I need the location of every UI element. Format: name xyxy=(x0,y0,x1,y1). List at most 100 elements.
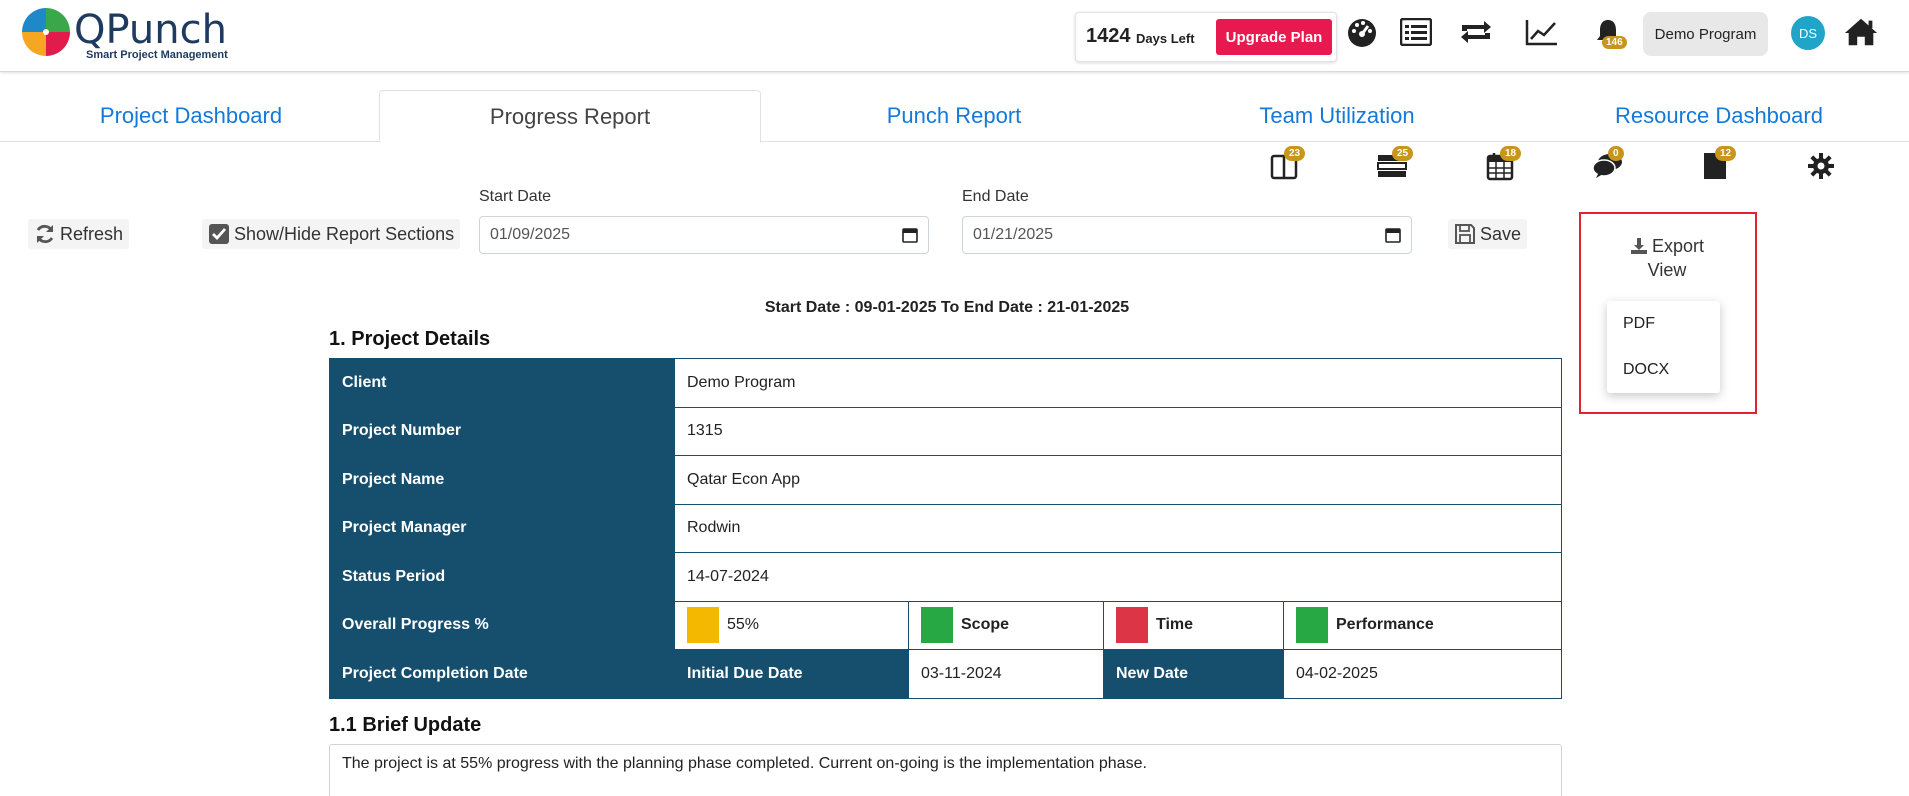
brand-logo[interactable]: QPunch Smart Project Management xyxy=(20,6,260,64)
tasks-icon[interactable]: 25 xyxy=(1374,146,1414,184)
calendar-icon[interactable]: 18 xyxy=(1482,146,1522,184)
calendar-badge: 18 xyxy=(1500,146,1522,161)
logo-mark-icon xyxy=(22,8,70,56)
download-icon xyxy=(1630,238,1647,254)
table-row: Status Period 14-07-2024 xyxy=(329,552,1562,602)
scope-label: Scope xyxy=(961,616,1010,634)
tab-progress-report[interactable]: Progress Report xyxy=(379,90,761,143)
row-key: Project Manager xyxy=(329,503,675,553)
file-icon[interactable]: 12 xyxy=(1697,146,1737,184)
row-value: 1315 xyxy=(674,406,1562,456)
chart-line-icon[interactable] xyxy=(1524,14,1560,50)
project-details-table: Client Demo Program Project Number 1315 … xyxy=(329,358,1562,699)
upgrade-plan-button[interactable]: Upgrade Plan xyxy=(1216,19,1332,55)
table-row: Project Number 1315 xyxy=(329,406,1562,456)
performance-label: Performance xyxy=(1336,616,1434,634)
checkbox-checked-icon xyxy=(209,224,229,244)
start-date-input[interactable]: 01/09/2025 xyxy=(479,216,929,254)
row-key: Status Period xyxy=(329,552,675,602)
new-date-label: New Date xyxy=(1103,649,1284,699)
save-button[interactable]: Save xyxy=(1448,219,1528,249)
tasks-badge: 25 xyxy=(1392,146,1414,161)
refresh-label: Refresh xyxy=(60,223,124,244)
row-value: Qatar Econ App xyxy=(674,455,1562,505)
tab-project-dashboard[interactable]: Project Dashboard xyxy=(99,103,283,128)
export-view-button[interactable]: Export View xyxy=(1607,224,1727,292)
end-date-input[interactable]: 01/21/2025 xyxy=(962,216,1412,254)
initial-due-date-label: Initial Due Date xyxy=(674,649,909,699)
row-key: Project Number xyxy=(329,406,675,456)
brand-name: QPunch xyxy=(74,7,227,53)
comments-badge: 0 xyxy=(1608,146,1624,161)
section-project-details-title: 1. Project Details xyxy=(329,328,491,350)
scope-color-chip xyxy=(921,607,953,644)
save-icon xyxy=(1455,224,1475,244)
notification-count-badge: 146 xyxy=(1602,36,1627,49)
row-value: Rodwin xyxy=(674,503,1562,553)
progress-color-chip xyxy=(687,607,719,644)
export-option-docx[interactable]: DOCX xyxy=(1623,361,1670,378)
save-label: Save xyxy=(1480,223,1522,244)
gear-icon[interactable] xyxy=(1803,148,1839,184)
show-hide-sections-label: Show/Hide Report Sections xyxy=(234,223,455,244)
list-icon[interactable] xyxy=(1398,14,1434,50)
tab-punch-report[interactable]: Punch Report xyxy=(886,103,1022,128)
report-date-range: Start Date : 09-01-2025 To End Date : 21… xyxy=(764,299,1130,316)
performance-status-cell: Performance xyxy=(1283,600,1562,650)
time-label: Time xyxy=(1156,616,1194,634)
table-row-completion-date: Project Completion Date Initial Due Date… xyxy=(329,649,1562,699)
user-avatar[interactable]: DS xyxy=(1791,16,1825,50)
dashboard-gauge-icon[interactable] xyxy=(1344,14,1380,50)
table-row: Client Demo Program xyxy=(329,358,1562,408)
home-icon[interactable] xyxy=(1843,14,1879,50)
calendar-picker-icon[interactable] xyxy=(902,227,918,243)
tab-resource-dashboard[interactable]: Resource Dashboard xyxy=(1615,103,1823,128)
export-option-pdf[interactable]: PDF xyxy=(1623,315,1655,332)
end-date-label: End Date xyxy=(962,188,1029,205)
calendar-picker-icon[interactable] xyxy=(1385,227,1401,243)
overall-progress-cell: 55% xyxy=(674,600,909,650)
performance-color-chip xyxy=(1296,607,1328,644)
export-label-line1: Export xyxy=(1651,236,1705,256)
export-label-line2: View xyxy=(1647,260,1687,280)
table-row: Project Name Qatar Econ App xyxy=(329,455,1562,505)
report-tabs: Project Dashboard Progress Report Punch … xyxy=(0,90,1909,143)
completion-date-key: Project Completion Date xyxy=(329,649,675,699)
export-dropdown-menu: PDF DOCX xyxy=(1607,301,1720,393)
top-header: QPunch Smart Project Management 1424 Day… xyxy=(0,0,1909,72)
comments-icon[interactable]: 0 xyxy=(1590,146,1626,184)
row-value: 14-07-2024 xyxy=(674,552,1562,602)
sync-icon[interactable] xyxy=(1458,14,1494,50)
program-selector-button[interactable]: Demo Program xyxy=(1643,12,1768,56)
show-hide-sections-button[interactable]: Show/Hide Report Sections xyxy=(202,219,461,249)
refresh-button[interactable]: Refresh xyxy=(28,219,130,249)
start-date-value: 01/09/2025 xyxy=(490,226,571,243)
columns-icon[interactable]: 23 xyxy=(1266,146,1306,184)
time-status-cell: Time xyxy=(1103,600,1284,650)
initial-due-date-value: 03-11-2024 xyxy=(908,649,1104,699)
overall-progress-key: Overall Progress % xyxy=(329,600,675,650)
scope-status-cell: Scope xyxy=(908,600,1104,650)
days-left-number: 1424 xyxy=(1086,25,1131,47)
file-badge: 12 xyxy=(1715,146,1737,161)
overall-progress-value: 55% xyxy=(727,616,760,634)
section-brief-update-title: 1.1 Brief Update xyxy=(329,714,482,736)
new-date-value: 04-02-2025 xyxy=(1283,649,1562,699)
table-row-overall-progress: Overall Progress % 55% Scope Time Perfor… xyxy=(329,600,1562,650)
row-key: Project Name xyxy=(329,455,675,505)
brand-tagline: Smart Project Management xyxy=(86,49,228,61)
subscription-box: 1424 Days Left Upgrade Plan xyxy=(1075,12,1337,62)
table-row: Project Manager Rodwin xyxy=(329,503,1562,553)
time-color-chip xyxy=(1116,607,1148,644)
start-date-label: Start Date xyxy=(479,188,552,205)
refresh-icon xyxy=(36,224,54,244)
columns-badge: 23 xyxy=(1284,146,1306,161)
row-key: Client xyxy=(329,358,675,408)
export-highlight-frame xyxy=(1579,212,1757,414)
days-left-label: Days Left xyxy=(1136,31,1195,46)
row-value: Demo Program xyxy=(674,358,1562,408)
bell-icon[interactable]: 146 xyxy=(1590,14,1627,50)
tab-team-utilization[interactable]: Team Utilization xyxy=(1259,103,1415,128)
brief-update-text[interactable]: The project is at 55% progress with the … xyxy=(329,744,1562,796)
end-date-value: 01/21/2025 xyxy=(973,226,1054,243)
